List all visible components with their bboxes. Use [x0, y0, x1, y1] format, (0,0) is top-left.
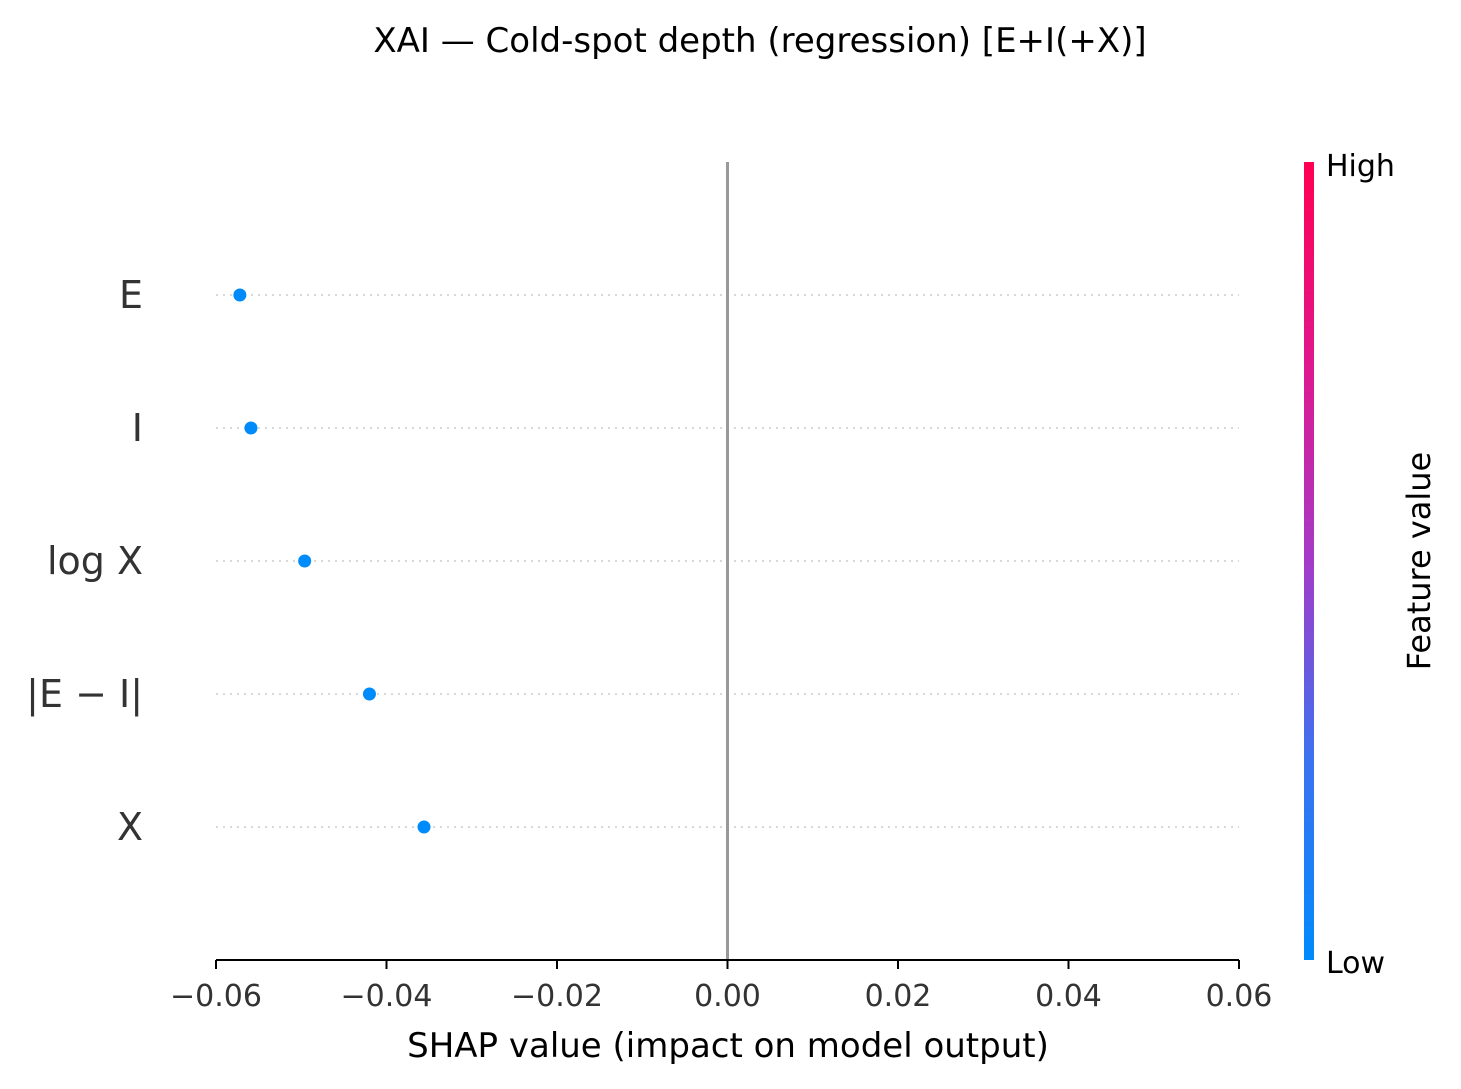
x-tick-label: −0.06 [170, 979, 262, 1014]
data-point [417, 820, 431, 834]
feature-label: log X [47, 539, 143, 583]
x-axis-label: SHAP value (impact on model output) [407, 1026, 1049, 1066]
x-tick-label: 0.00 [694, 979, 761, 1014]
data-point [244, 421, 258, 435]
x-tick-label: 0.06 [1206, 979, 1273, 1014]
colorbar-high-label: High [1326, 149, 1395, 184]
chart-title: XAI — Cold-spot depth (regression) [E+I(… [373, 21, 1146, 61]
x-tick-label: −0.04 [341, 979, 433, 1014]
data-points [233, 288, 431, 834]
x-tick-label: 0.02 [865, 979, 932, 1014]
colorbar [1304, 162, 1314, 960]
data-point [233, 288, 247, 302]
x-axis-ticks: −0.06 −0.04 −0.02 0.00 0.02 0.04 0.06 [170, 960, 1272, 1014]
x-tick-label: 0.04 [1035, 979, 1102, 1014]
feature-label: |E − I| [26, 672, 143, 717]
colorbar-title: Feature value [1400, 452, 1438, 671]
feature-label: I [132, 406, 143, 450]
colorbar-low-label: Low [1326, 946, 1385, 981]
data-point [362, 687, 376, 701]
x-tick-label: −0.02 [511, 979, 603, 1014]
feature-label: E [119, 273, 143, 317]
data-point [298, 554, 312, 568]
feature-label: X [117, 805, 143, 849]
